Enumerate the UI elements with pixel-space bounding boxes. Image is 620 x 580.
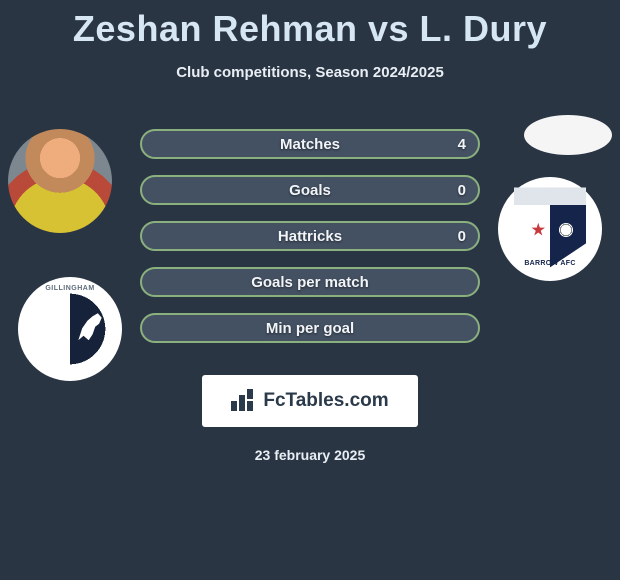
- crest-ball-icon: [559, 223, 573, 237]
- stat-left-value: 0: [458, 182, 466, 199]
- page-title: Zeshan Rehman vs L. Dury: [0, 0, 620, 50]
- stat-row-matches: Matches 4: [140, 129, 480, 159]
- comparison-area: Matches 4 Goals 0 Hattricks 0 Goals per …: [0, 129, 620, 343]
- watermark-text: FcTables.com: [263, 390, 388, 412]
- stat-left-value: 0: [458, 228, 466, 245]
- stat-label: Hattricks: [142, 228, 478, 245]
- page-subtitle: Club competitions, Season 2024/2025: [0, 64, 620, 81]
- stat-label: Goals: [142, 182, 478, 199]
- stat-label: Min per goal: [142, 320, 478, 337]
- stat-label: Goals per match: [142, 274, 478, 291]
- player-left-avatar: [8, 129, 112, 233]
- footer-date: 23 february 2025: [0, 447, 620, 463]
- watermark: FcTables.com: [202, 375, 418, 427]
- stat-left-value: 4: [458, 136, 466, 153]
- club-left-crest: [18, 277, 122, 381]
- player-right-avatar: [524, 115, 612, 155]
- bar-chart-icon: [231, 391, 257, 411]
- stat-label: Matches: [142, 136, 478, 153]
- club-right-crest: [498, 177, 602, 281]
- crest-star-icon: [531, 223, 545, 237]
- stat-bars: Matches 4 Goals 0 Hattricks 0 Goals per …: [140, 129, 480, 343]
- stat-row-min-per-goal: Min per goal: [140, 313, 480, 343]
- stat-row-hattricks: Hattricks 0: [140, 221, 480, 251]
- stat-row-goals: Goals 0: [140, 175, 480, 205]
- stat-row-goals-per-match: Goals per match: [140, 267, 480, 297]
